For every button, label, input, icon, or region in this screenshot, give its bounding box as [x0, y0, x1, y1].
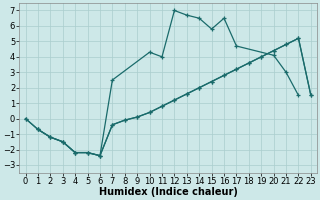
X-axis label: Humidex (Indice chaleur): Humidex (Indice chaleur)	[99, 187, 238, 197]
